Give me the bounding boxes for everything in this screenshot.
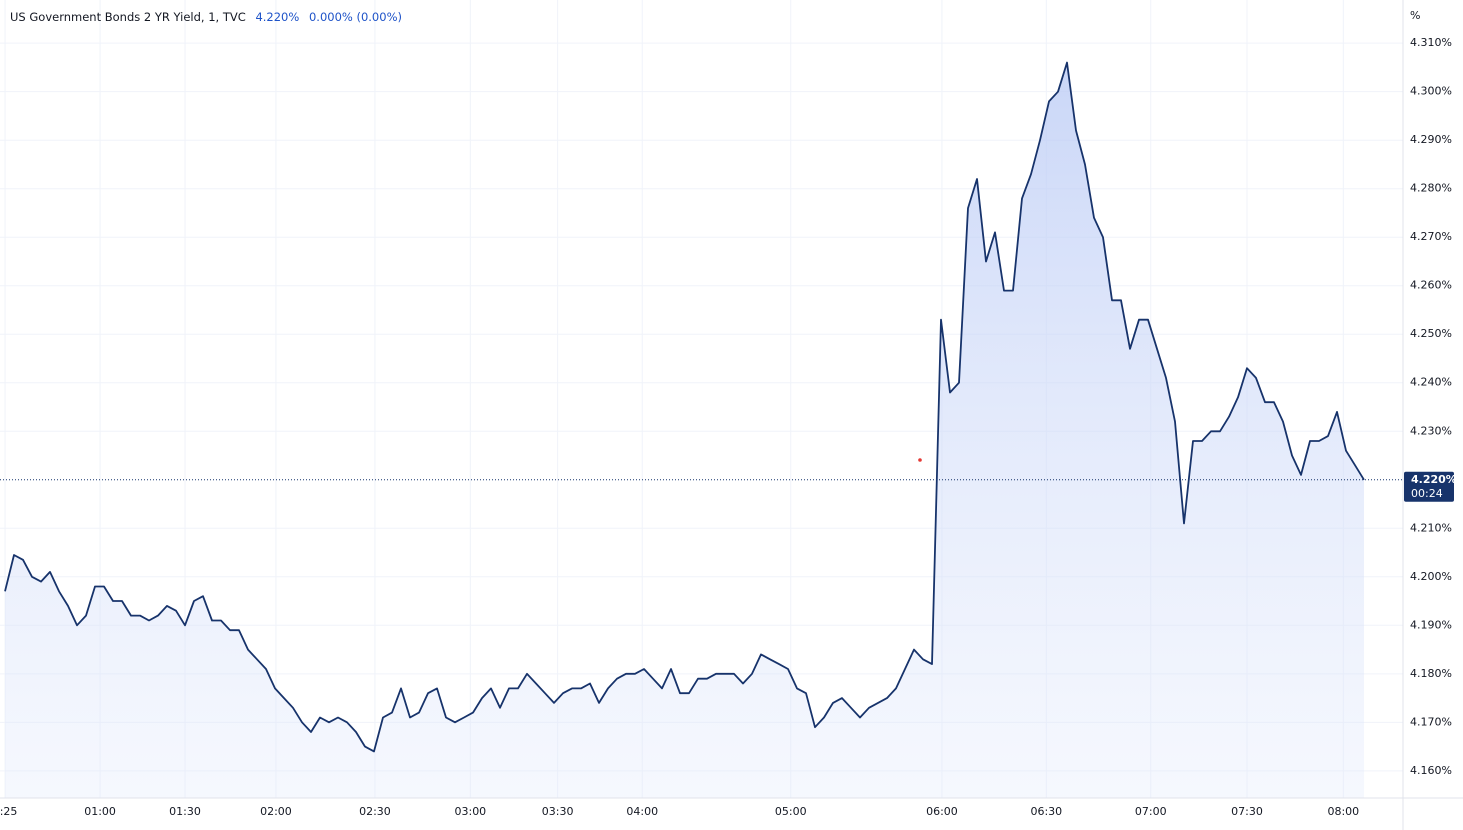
x-tick-label: 02:00 [260,805,292,818]
x-tick-label: 03:00 [454,805,486,818]
x-tick-label: 04:00 [626,805,658,818]
last-price-label: 4.220% [1411,473,1457,486]
x-tick-label: 07:00 [1135,805,1167,818]
y-tick-label: 4.310% [1410,36,1452,49]
x-tick-label: 08:00 [1327,805,1359,818]
y-tick-label: 4.200% [1410,570,1452,583]
symbol-title: US Government Bonds 2 YR Yield, 1, TVC [10,10,246,24]
header-change: 0.000% (0.00%) [309,10,402,24]
x-tick-label: 0:25 [0,805,17,818]
countdown: 00:24 [1411,487,1443,500]
y-unit: % [1410,9,1420,22]
header-price: 4.220% [255,10,299,24]
x-tick-label: 03:30 [542,805,574,818]
price-line [4,61,1365,753]
plot [0,61,1403,799]
x-tick-label: 05:00 [775,805,807,818]
y-tick-label: 4.170% [1410,715,1452,728]
x-tick-label: 01:30 [169,805,201,818]
y-tick-label: 4.180% [1410,667,1452,680]
x-tick-label: 06:00 [926,805,958,818]
y-tick-label: 4.240% [1410,376,1452,389]
last-price-tag [1404,471,1454,502]
y-tick-label: 4.260% [1410,279,1452,292]
marker-dot [918,458,922,462]
y-tick-label: 4.290% [1410,133,1452,146]
y-tick-label: 4.230% [1410,424,1452,437]
y-tick-label: 4.160% [1410,764,1452,777]
y-tick-label: 4.250% [1410,327,1452,340]
x-tick-label: 07:30 [1231,805,1263,818]
x-tick-label: 01:00 [84,805,116,818]
x-tick-label: 06:30 [1030,805,1062,818]
y-tick-label: 4.190% [1410,618,1452,631]
header: US Government Bonds 2 YR Yield, 1, TVC 4… [10,10,402,24]
area [5,62,1365,799]
y-tick-label: 4.300% [1410,85,1452,98]
axes: 4.160% 4.170% 4.180% 4.190% 4.200% 4.210% 4.23… [0,36,1457,818]
y-tick-label: 4.280% [1410,182,1452,195]
y-tick-label: 4.210% [1410,521,1452,534]
x-tick-label: 02:30 [359,805,391,818]
y-tick-label: 4.270% [1410,230,1452,243]
